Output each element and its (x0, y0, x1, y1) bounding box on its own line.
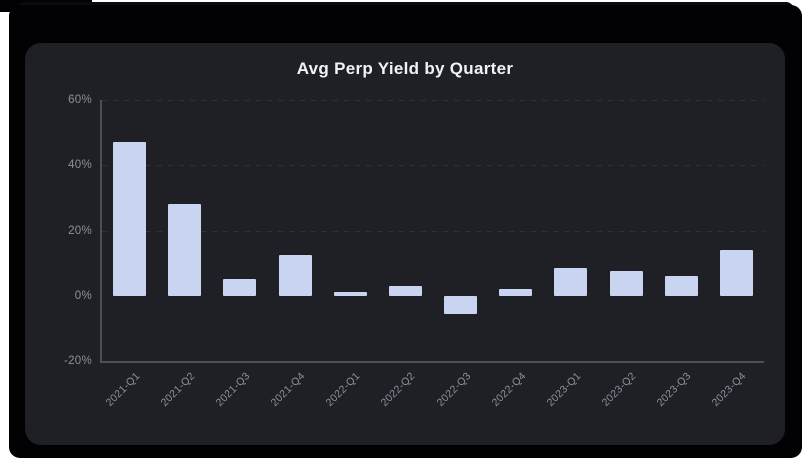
gridline (102, 165, 764, 167)
bar-2023-Q1[interactable] (554, 268, 588, 296)
bar-2023-Q2[interactable] (609, 271, 643, 296)
y-axis-tick-label: 40% (68, 159, 92, 172)
y-axis-tick-label: 0% (74, 289, 92, 302)
bar-2023-Q3[interactable] (664, 276, 698, 296)
bar-2022-Q4[interactable] (499, 289, 533, 296)
bar-2021-Q2[interactable] (168, 204, 202, 296)
gridline (102, 100, 764, 101)
bar-2023-Q4[interactable] (719, 250, 753, 296)
bar-2021-Q4[interactable] (278, 254, 312, 296)
bar-2021-Q3[interactable] (223, 279, 257, 296)
bar-2021-Q1[interactable] (113, 142, 147, 296)
y-axis-tick-label: 60% (68, 94, 92, 106)
chart-panel: Avg Perp Yield by Quarter 60% 40% 20% 0% -20… (25, 43, 785, 445)
bar-2022-Q1[interactable] (333, 292, 367, 296)
bar-2022-Q3[interactable] (444, 295, 478, 314)
plot-area: 60% 40% 20% 0% -20% 2021-Q1 2021-Q2 2021-Q3 2021… (64, 94, 764, 409)
y-axis-tick-label: -20% (63, 355, 92, 367)
chart-title: Avg Perp Yield by Quarter (296, 59, 514, 78)
bar-2022-Q2[interactable] (388, 285, 422, 296)
y-axis-tick-label: 20% (68, 224, 92, 237)
gridline (102, 230, 764, 232)
